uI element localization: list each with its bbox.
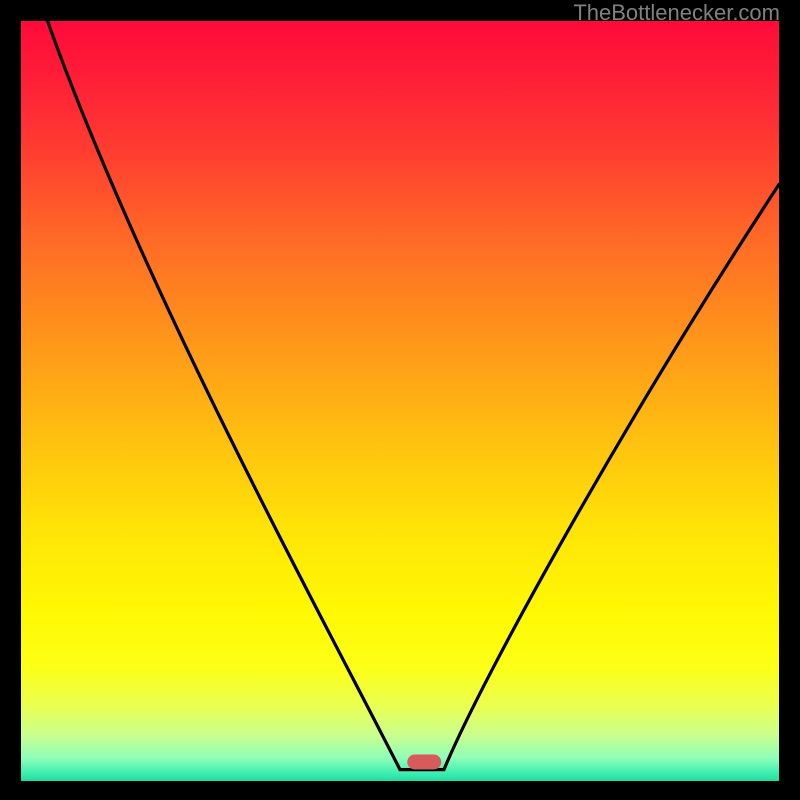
optimum-marker-icon (0, 0, 800, 800)
chart-stage: TheBottlenecker.com (0, 0, 800, 800)
watermark-text: TheBottlenecker.com (573, 0, 780, 26)
